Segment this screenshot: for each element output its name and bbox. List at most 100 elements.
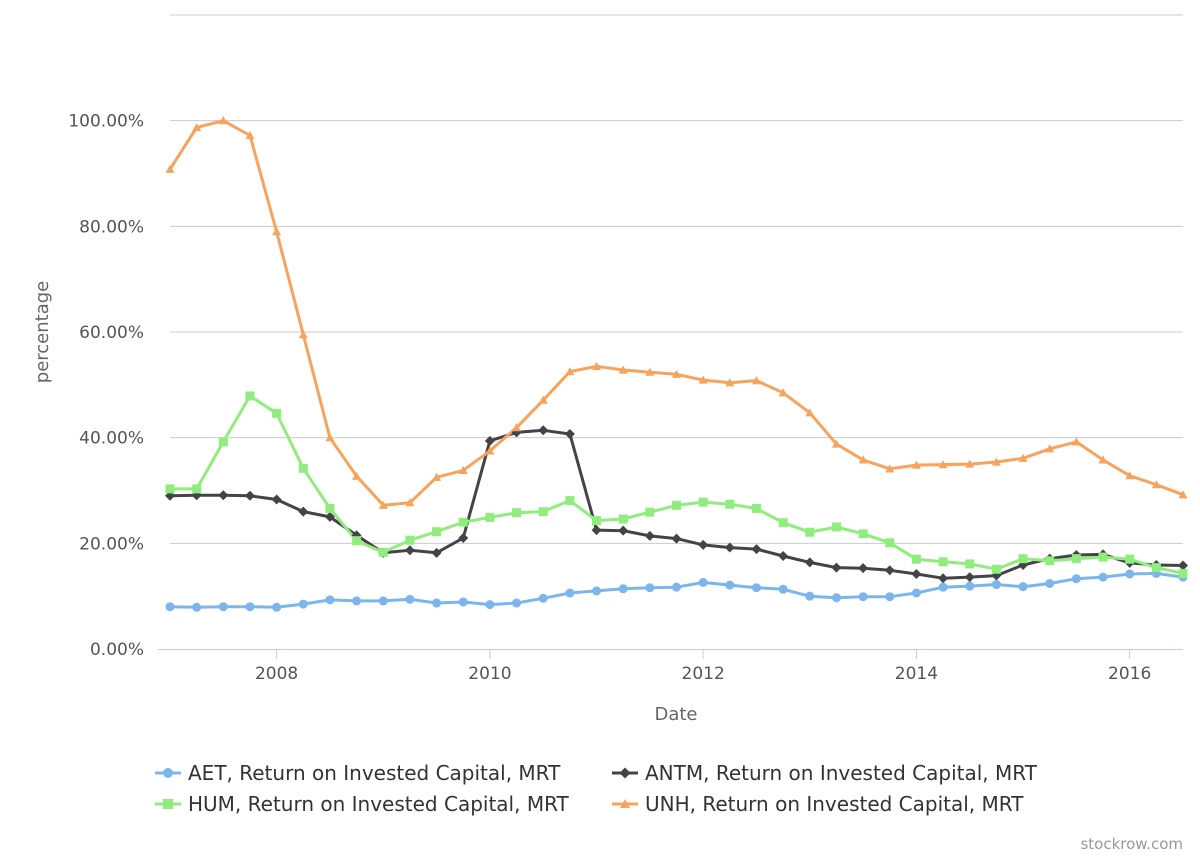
- data-point-hum[interactable]: [805, 527, 815, 537]
- data-point-aet[interactable]: [458, 597, 468, 607]
- data-point-unh[interactable]: [911, 460, 921, 469]
- data-point-unh[interactable]: [405, 498, 415, 507]
- data-point-unh[interactable]: [618, 365, 628, 374]
- data-point-aet[interactable]: [645, 583, 655, 593]
- data-point-antm[interactable]: [671, 533, 682, 544]
- data-point-unh[interactable]: [725, 378, 735, 387]
- data-point-hum[interactable]: [272, 408, 282, 418]
- legend-item-antm[interactable]: ANTM, Return on Invested Capital, MRT: [612, 761, 1038, 785]
- data-point-unh[interactable]: [485, 446, 495, 455]
- data-point-unh[interactable]: [565, 367, 575, 376]
- data-point-hum[interactable]: [911, 554, 921, 564]
- data-point-aet[interactable]: [858, 592, 868, 602]
- data-point-unh[interactable]: [645, 367, 655, 376]
- data-point-aet[interactable]: [672, 582, 681, 592]
- data-point-antm[interactable]: [938, 573, 949, 584]
- data-point-antm[interactable]: [538, 425, 549, 436]
- data-point-hum[interactable]: [352, 536, 362, 546]
- data-point-antm[interactable]: [591, 525, 602, 536]
- data-point-hum[interactable]: [405, 535, 415, 545]
- data-point-hum[interactable]: [298, 463, 308, 473]
- data-point-unh[interactable]: [432, 472, 442, 481]
- data-point-unh[interactable]: [538, 395, 548, 404]
- data-point-unh[interactable]: [1045, 444, 1055, 453]
- data-point-aet[interactable]: [725, 580, 735, 590]
- data-point-hum[interactable]: [165, 484, 175, 494]
- data-point-antm[interactable]: [458, 533, 469, 544]
- data-point-unh[interactable]: [272, 227, 282, 236]
- data-point-hum[interactable]: [192, 484, 202, 494]
- data-point-antm[interactable]: [271, 494, 282, 505]
- data-point-unh[interactable]: [165, 164, 175, 173]
- data-point-unh[interactable]: [592, 361, 602, 370]
- data-point-aet[interactable]: [192, 602, 202, 612]
- data-point-hum[interactable]: [538, 507, 548, 517]
- data-point-aet[interactable]: [911, 588, 921, 598]
- data-point-hum[interactable]: [1178, 568, 1188, 578]
- data-point-aet[interactable]: [1071, 574, 1081, 584]
- data-point-unh[interactable]: [512, 423, 522, 432]
- data-point-unh[interactable]: [672, 369, 681, 378]
- data-point-aet[interactable]: [378, 596, 388, 606]
- data-point-antm[interactable]: [564, 428, 575, 439]
- data-point-hum[interactable]: [1071, 554, 1081, 564]
- data-point-unh[interactable]: [218, 116, 228, 125]
- data-point-antm[interactable]: [1178, 560, 1188, 571]
- data-point-aet[interactable]: [885, 592, 895, 602]
- data-point-hum[interactable]: [965, 559, 975, 569]
- data-point-unh[interactable]: [192, 123, 202, 132]
- data-point-antm[interactable]: [751, 544, 762, 555]
- data-point-hum[interactable]: [1151, 563, 1161, 573]
- data-point-hum[interactable]: [751, 503, 761, 513]
- data-point-aet[interactable]: [1098, 572, 1108, 582]
- data-point-hum[interactable]: [565, 496, 575, 506]
- data-point-aet[interactable]: [352, 596, 362, 606]
- data-point-hum[interactable]: [831, 522, 841, 532]
- data-point-hum[interactable]: [725, 499, 735, 509]
- data-point-unh[interactable]: [1098, 455, 1108, 464]
- data-point-hum[interactable]: [458, 517, 468, 527]
- data-point-hum[interactable]: [778, 518, 788, 528]
- data-point-aet[interactable]: [325, 595, 335, 605]
- data-point-hum[interactable]: [1098, 552, 1108, 562]
- data-point-aet[interactable]: [565, 588, 575, 598]
- data-point-unh[interactable]: [245, 130, 255, 140]
- data-point-antm[interactable]: [484, 435, 495, 446]
- data-point-aet[interactable]: [272, 602, 282, 612]
- credit-text[interactable]: stockrow.com: [1080, 835, 1183, 853]
- data-point-aet[interactable]: [805, 591, 815, 601]
- data-point-aet[interactable]: [298, 599, 308, 609]
- data-point-antm[interactable]: [911, 568, 922, 579]
- data-point-aet[interactable]: [218, 602, 228, 612]
- data-point-unh[interactable]: [458, 465, 468, 475]
- data-point-hum[interactable]: [1018, 554, 1028, 564]
- data-point-aet[interactable]: [831, 593, 841, 603]
- data-point-aet[interactable]: [1125, 569, 1135, 579]
- data-point-hum[interactable]: [698, 497, 708, 507]
- data-point-hum[interactable]: [885, 538, 895, 548]
- data-point-aet[interactable]: [512, 598, 522, 608]
- data-point-antm[interactable]: [324, 511, 335, 522]
- data-point-unh[interactable]: [1125, 471, 1135, 480]
- data-point-antm[interactable]: [858, 563, 869, 574]
- data-point-antm[interactable]: [804, 557, 815, 568]
- data-point-unh[interactable]: [1178, 490, 1188, 499]
- data-point-hum[interactable]: [1045, 556, 1055, 566]
- data-point-unh[interactable]: [298, 330, 308, 339]
- data-point-unh[interactable]: [325, 433, 335, 442]
- data-point-hum[interactable]: [378, 547, 388, 557]
- data-point-hum[interactable]: [325, 503, 335, 513]
- legend-item-hum[interactable]: HUM, Return on Invested Capital, MRT: [155, 792, 570, 816]
- data-point-unh[interactable]: [938, 460, 948, 469]
- data-point-unh[interactable]: [805, 408, 815, 417]
- data-point-unh[interactable]: [352, 471, 362, 480]
- data-point-hum[interactable]: [512, 508, 522, 518]
- data-point-hum[interactable]: [485, 512, 495, 522]
- data-point-unh[interactable]: [885, 464, 895, 473]
- data-point-unh[interactable]: [991, 457, 1001, 466]
- data-point-unh[interactable]: [831, 439, 841, 448]
- data-point-hum[interactable]: [218, 437, 228, 447]
- data-point-aet[interactable]: [432, 598, 442, 608]
- data-point-unh[interactable]: [1151, 480, 1161, 489]
- data-point-antm[interactable]: [431, 547, 442, 558]
